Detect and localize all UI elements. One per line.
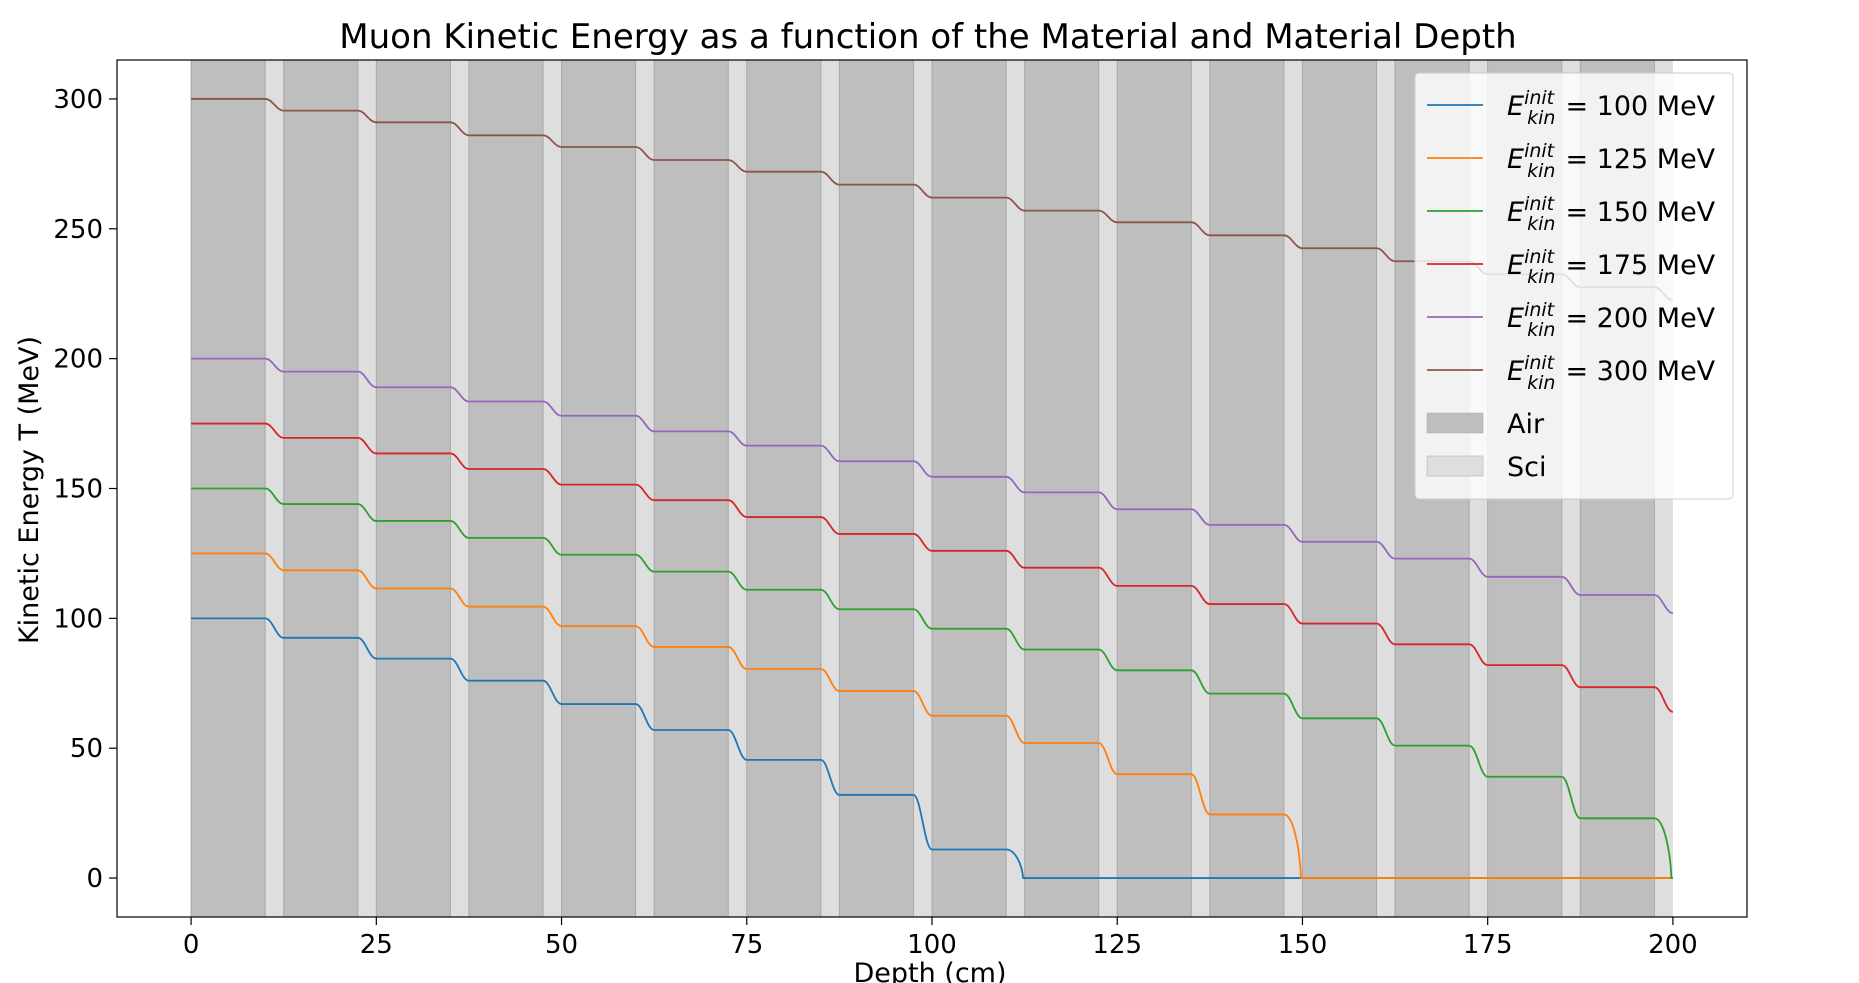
region-sci bbox=[1376, 60, 1396, 917]
region-air bbox=[376, 60, 451, 917]
region-air bbox=[746, 60, 821, 917]
region-sci bbox=[1006, 60, 1025, 917]
legend: Einit kin = 100 MeV Einit kin = 125 MeV Einit k… bbox=[1414, 72, 1734, 500]
y-tick-label: 250 bbox=[53, 215, 103, 245]
y-axis-label: Kinetic Energy T (MeV) bbox=[14, 336, 45, 644]
legend-patch-air bbox=[1426, 412, 1484, 434]
series-line-5 bbox=[191, 357, 1674, 615]
legend-box bbox=[1414, 72, 1734, 500]
series-line-4 bbox=[191, 422, 1674, 713]
region-sci bbox=[543, 60, 562, 917]
region-sci bbox=[357, 60, 377, 917]
x-tick-label: 25 bbox=[360, 930, 393, 960]
legend-label-2: Einit kin = 125 MeV bbox=[1507, 140, 1716, 182]
region-air bbox=[839, 60, 914, 917]
x-tick-label: 100 bbox=[907, 930, 957, 960]
material-regions bbox=[190, 60, 1673, 917]
region-air bbox=[932, 60, 1007, 917]
legend-label-5: Einit kin = 200 MeV bbox=[1507, 299, 1716, 341]
region-sci bbox=[728, 60, 747, 917]
region-air bbox=[1024, 60, 1099, 917]
legend-label-air: Air bbox=[1507, 409, 1545, 440]
region-sci bbox=[1283, 60, 1303, 917]
legend-label-3: Einit kin = 150 MeV bbox=[1507, 193, 1716, 235]
y-tick-label: 300 bbox=[53, 85, 103, 115]
series-line-3 bbox=[191, 487, 1673, 879]
legend-label-4: Einit kin = 175 MeV bbox=[1507, 246, 1716, 288]
region-sci bbox=[820, 60, 840, 917]
legend-patch-sci bbox=[1426, 455, 1484, 477]
x-tick-label: 125 bbox=[1092, 930, 1142, 960]
y-tick-label: 150 bbox=[53, 475, 103, 505]
legend-label-sci: Sci bbox=[1507, 452, 1547, 483]
y-tick-label: 50 bbox=[70, 734, 103, 764]
region-air bbox=[283, 60, 358, 917]
x-axis-ticks: 0 25 50 75 100 125 150 175 200 bbox=[183, 917, 1698, 960]
x-axis-label: Depth (cm) bbox=[853, 958, 1006, 983]
y-axis-ticks: 0 50 100 150 200 250 300 bbox=[53, 85, 117, 894]
region-air bbox=[654, 60, 729, 917]
x-tick-label: 50 bbox=[545, 930, 578, 960]
plot-area bbox=[190, 60, 1674, 917]
x-tick-label: 200 bbox=[1648, 930, 1698, 960]
chart-title: Muon Kinetic Energy as a function of the… bbox=[339, 17, 1516, 57]
region-air bbox=[561, 60, 636, 917]
x-tick-label: 175 bbox=[1463, 930, 1513, 960]
region-sci bbox=[635, 60, 655, 917]
region-sci bbox=[265, 60, 284, 917]
region-sci bbox=[450, 60, 469, 917]
region-air bbox=[468, 60, 544, 917]
region-sci bbox=[1191, 60, 1210, 917]
y-tick-label: 100 bbox=[53, 604, 103, 634]
x-tick-label: 0 bbox=[183, 930, 200, 960]
legend-label-1: Einit kin = 100 MeV bbox=[1507, 87, 1716, 129]
y-tick-label: 200 bbox=[53, 345, 103, 375]
region-air bbox=[1302, 60, 1377, 917]
region-air bbox=[1117, 60, 1192, 917]
y-tick-label: 0 bbox=[86, 864, 103, 894]
x-tick-label: 150 bbox=[1278, 930, 1328, 960]
region-sci bbox=[913, 60, 932, 917]
legend-label-6: Einit kin = 300 MeV bbox=[1507, 352, 1716, 394]
x-tick-label: 75 bbox=[730, 930, 763, 960]
series-line-1 bbox=[191, 617, 1673, 879]
region-air bbox=[1209, 60, 1284, 917]
series-line-2 bbox=[191, 552, 1673, 879]
region-sci bbox=[1098, 60, 1118, 917]
